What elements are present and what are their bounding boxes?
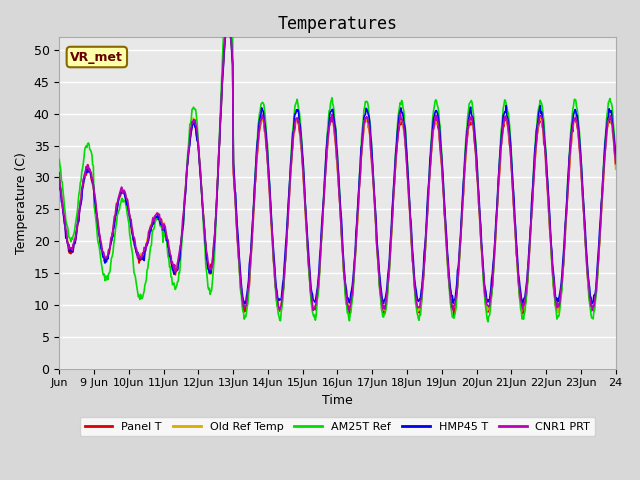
- Panel T: [612, 162, 620, 168]
- Panel T: [223, 21, 230, 27]
- Line: Old Ref Temp: Old Ref Temp: [60, 17, 616, 312]
- CNR1 PRT: [612, 161, 620, 167]
- HMP45 T: [273, 284, 280, 290]
- Old Ref Temp: [224, 14, 232, 20]
- Y-axis label: Temperature (C): Temperature (C): [15, 152, 28, 254]
- CNR1 PRT: [252, 181, 259, 187]
- AM25T Ref: [273, 296, 280, 301]
- Line: HMP45 T: HMP45 T: [60, 22, 616, 305]
- Panel T: [56, 177, 63, 183]
- Line: Panel T: Panel T: [60, 19, 616, 315]
- CNR1 PRT: [223, 19, 230, 25]
- Panel T: [252, 181, 259, 187]
- Panel T: [121, 192, 129, 197]
- Panel T: [450, 312, 458, 318]
- Old Ref Temp: [56, 177, 63, 183]
- Legend: Panel T, Old Ref Temp, AM25T Ref, HMP45 T, CNR1 PRT: Panel T, Old Ref Temp, AM25T Ref, HMP45 …: [80, 417, 595, 436]
- AM25T Ref: [252, 171, 259, 177]
- Old Ref Temp: [223, 19, 230, 24]
- CNR1 PRT: [589, 308, 596, 313]
- HMP45 T: [396, 110, 403, 116]
- Title: Temperatures: Temperatures: [278, 15, 397, 33]
- HMP45 T: [56, 177, 63, 182]
- X-axis label: Time: Time: [322, 394, 353, 407]
- AM25T Ref: [612, 152, 620, 157]
- Old Ref Temp: [273, 288, 280, 293]
- CNR1 PRT: [56, 170, 63, 176]
- Old Ref Temp: [396, 121, 403, 127]
- Old Ref Temp: [612, 167, 620, 172]
- CNR1 PRT: [427, 159, 435, 165]
- AM25T Ref: [121, 198, 129, 204]
- HMP45 T: [223, 23, 230, 29]
- AM25T Ref: [427, 144, 435, 150]
- HMP45 T: [121, 192, 129, 197]
- Panel T: [225, 16, 233, 22]
- AM25T Ref: [484, 319, 492, 324]
- Old Ref Temp: [427, 156, 435, 161]
- Panel T: [273, 290, 280, 296]
- AM25T Ref: [396, 104, 403, 110]
- HMP45 T: [427, 151, 435, 156]
- Line: AM25T Ref: AM25T Ref: [60, 0, 616, 322]
- CNR1 PRT: [224, 14, 232, 20]
- Old Ref Temp: [121, 191, 129, 197]
- HMP45 T: [225, 19, 232, 24]
- AM25T Ref: [56, 157, 63, 163]
- CNR1 PRT: [396, 120, 403, 125]
- Old Ref Temp: [554, 310, 561, 315]
- CNR1 PRT: [121, 188, 129, 194]
- Line: CNR1 PRT: CNR1 PRT: [60, 17, 616, 311]
- Old Ref Temp: [252, 181, 259, 187]
- Panel T: [427, 158, 435, 164]
- Text: VR_met: VR_met: [70, 50, 124, 63]
- Panel T: [396, 123, 403, 129]
- HMP45 T: [612, 154, 620, 160]
- HMP45 T: [519, 302, 527, 308]
- HMP45 T: [252, 175, 259, 181]
- CNR1 PRT: [273, 288, 280, 294]
